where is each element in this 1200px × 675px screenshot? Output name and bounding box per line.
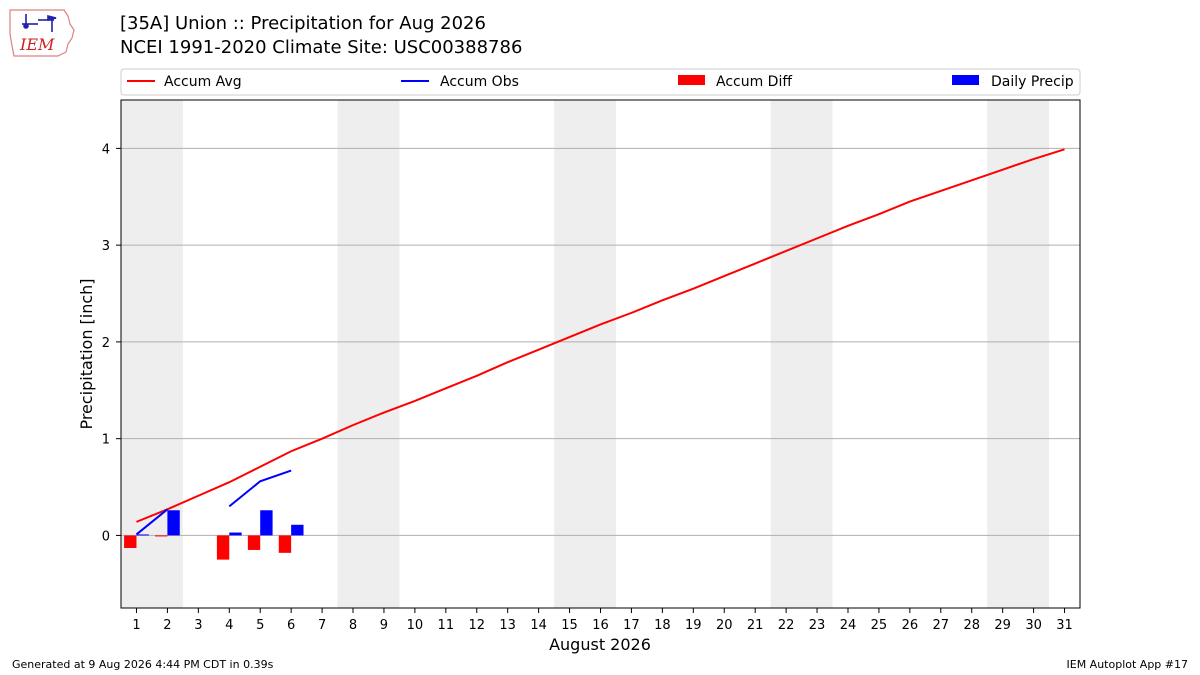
legend-daily-precip-label: Daily Precip [991,74,1074,90]
x-tick-label: 14 [530,618,547,633]
accum-diff-bar [155,535,168,537]
legend-daily-precip-swatch [952,75,979,85]
chart-title: [35A] Union :: Precipitation for Aug 202… [120,13,486,34]
x-tick-label: 23 [809,618,826,633]
y-tick-label: 3 [102,239,110,254]
iowa-outline-shape [9,9,75,57]
x-tick-label: 10 [407,618,424,633]
x-tick-label: 22 [778,618,795,633]
x-tick-label: 12 [468,618,485,633]
daily-precip-bar [229,532,242,536]
accum-diff-bar [278,535,292,553]
legend-accum-avg-label: Accum Avg [164,74,242,90]
x-tick-label: 21 [747,618,764,633]
x-tick-label: 17 [623,618,640,633]
accum-avg-line [136,148,1065,523]
legend-accum-diff-swatch [678,75,705,85]
accum-diff-bar [247,535,261,550]
chart-subtitle: NCEI 1991-2020 Climate Site: USC00388786 [120,37,523,58]
x-tick-label: 25 [871,618,888,633]
logo-text: IEM [19,35,55,54]
y-tick-label: 1 [102,433,110,448]
x-tick-label: 13 [499,618,516,633]
x-tick-label: 7 [318,618,326,633]
footer-generated-text: Generated at 9 Aug 2026 4:44 PM CDT in 0… [12,658,274,671]
daily-precip-bar [167,510,180,536]
weekend-band [987,100,1050,608]
x-tick-label: 5 [256,618,264,633]
x-tick-label: 26 [902,618,919,633]
plot-frame [120,99,1081,609]
x-tick-label: 2 [163,618,171,633]
x-tick-label: 6 [287,618,295,633]
x-tick-label: 8 [349,618,357,633]
bar-series [124,510,304,560]
x-tick-label: 20 [716,618,733,633]
gridlines [121,147,1080,536]
accum-diff-bar [216,535,230,560]
accum-diff-bar [124,535,137,549]
daily-precip-bar [260,510,273,536]
y-tick-label: 4 [102,142,110,157]
weekend-band [770,100,833,608]
weekend-band [337,100,400,608]
y-tick-label: 2 [102,336,110,351]
x-tick-label: 27 [933,618,950,633]
x-tick-label: 4 [225,618,233,633]
x-tick-label: 19 [685,618,702,633]
weekend-band [554,100,616,608]
legend-accum-obs-label: Accum Obs [440,74,519,90]
x-tick-label: 1 [132,618,140,633]
iem-logo: IEM [9,9,75,57]
legend-accum-diff-label: Accum Diff [716,74,792,90]
footer-app-text: IEM Autoplot App #17 [1066,658,1189,671]
weekend-bands [121,100,1050,608]
accum-obs-line [135,508,169,536]
accum-obs-line [228,469,292,508]
legend-box [120,68,1081,96]
x-tick-label: 31 [1056,618,1073,633]
weather-station-icon [22,14,57,32]
chart-legend: Accum Avg Accum Obs Accum Diff Daily Pre… [120,68,1081,96]
x-axis: 1 2 3 4 5 6 7 8 9 10 11 12 13 14 15 16 17 18 19 20 21 22 23 24 2… [132,608,1073,633]
x-tick-label: 9 [380,618,388,633]
x-tick-label: 18 [654,618,671,633]
x-tick-label: 24 [840,618,857,633]
y-axis-label: Precipitation [inch] [77,278,96,429]
x-axis-label: August 2026 [549,635,651,654]
x-tick-label: 30 [1025,618,1042,633]
weekend-band [121,100,183,608]
daily-precip-bar [291,524,304,536]
x-tick-label: 15 [561,618,578,633]
y-axis: 0 1 2 3 4 [102,142,121,544]
x-tick-label: 3 [194,618,202,633]
x-tick-label: 29 [994,618,1011,633]
daily-precip-bar [136,534,149,536]
x-tick-label: 16 [592,618,609,633]
x-tick-label: 11 [438,618,455,633]
x-tick-label: 28 [963,618,980,633]
line-series [135,148,1065,536]
y-tick-label: 0 [102,529,110,544]
